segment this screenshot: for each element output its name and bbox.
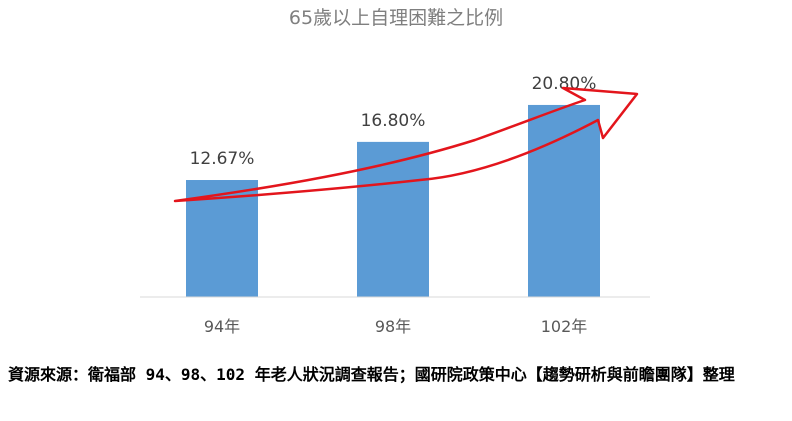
bars-group: [186, 104, 600, 298]
tick-label-1: 98年: [375, 317, 411, 336]
bar-1: [357, 141, 429, 297]
chart-title: 65歲以上自理困難之比例: [289, 7, 503, 29]
data-label-0: 12.67%: [190, 149, 255, 169]
bar-chart: 65歲以上自理困難之比例 12.67%16.80%20.80% 94年 98年 10…: [140, 7, 650, 336]
source-caption: 資源來源：衛福部 94、98、102 年老人狀況調查報告；國研院政策中心【趨勢研…: [8, 365, 735, 384]
tick-label-2: 102年: [541, 317, 588, 336]
bar-2: [528, 104, 600, 298]
trend-arrow: [173, 86, 639, 203]
trend-arrow-outline: [173, 86, 639, 203]
data-label-1: 16.80%: [361, 111, 426, 131]
tick-label-0: 94年: [204, 317, 240, 336]
tick-labels-group: 94年 98年 102年: [204, 317, 587, 336]
